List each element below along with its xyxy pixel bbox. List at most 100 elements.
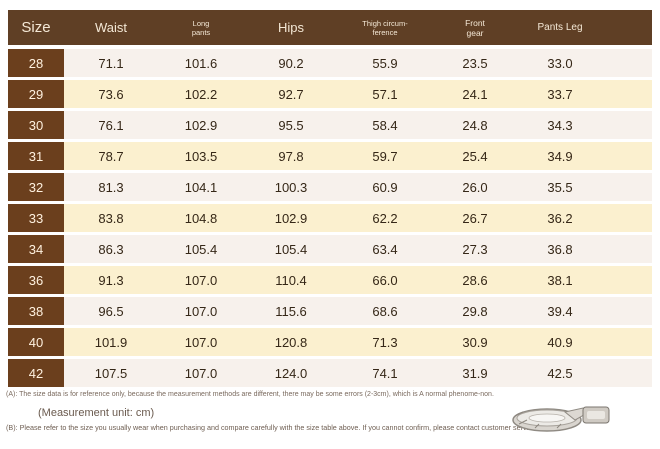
waist-cell: 81.3 [98,179,124,195]
front-gear-cell: 24.8 [462,117,488,133]
row-values: 107.5 107.0 124.0 74.1 31.9 42.5 [64,359,652,387]
pants-leg-cell: 40.9 [547,334,573,350]
row-values: 91.3 107.0 110.4 66.0 28.6 38.1 [64,266,652,294]
table-row: 38 96.5 107.0 115.6 68.6 29.8 39.4 [8,297,652,325]
header-thigh-line2: ference [372,27,398,37]
size-cell: 34 [8,235,64,263]
size-cell: 29 [8,80,64,108]
size-cell: 28 [8,49,64,77]
header-thigh-line1: Thigh circum- [362,18,408,28]
pants-leg-cell: 35.5 [547,179,573,195]
pants-leg-cell: 38.1 [547,272,573,288]
row-values: 71.1 101.6 90.2 55.9 23.5 33.0 [64,49,652,77]
header-long-pants: Long pants [158,10,244,45]
thigh-cell: 71.3 [372,334,398,350]
pants-leg-cell: 33.0 [547,55,573,71]
row-values: 76.1 102.9 95.5 58.4 24.8 34.3 [64,111,652,139]
table-row: 33 83.8 104.8 102.9 62.2 26.7 36.2 [8,204,652,232]
table-row: 31 78.7 103.5 97.8 59.7 25.4 34.9 [8,142,652,170]
measuring-tape-icon [512,406,610,432]
front-gear-cell: 26.0 [462,179,488,195]
thigh-cell: 68.6 [372,303,398,319]
long-pants-cell: 102.9 [184,117,218,133]
size-cell: 42 [8,359,64,387]
thigh-cell: 74.1 [372,365,398,381]
hips-cell: 105.4 [274,241,308,257]
hips-cell: 124.0 [274,365,308,381]
note-b: (B): Please refer to the size you usuall… [6,423,538,432]
waist-cell: 76.1 [98,117,124,133]
measurement-unit: (Measurement unit: cm) [38,407,155,419]
long-pants-cell: 107.0 [184,272,218,288]
long-pants-cell: 104.8 [184,210,218,226]
front-gear-cell: 30.9 [462,334,488,350]
front-gear-cell: 31.9 [462,365,488,381]
hips-cell: 90.2 [278,55,304,71]
pants-leg-cell: 34.9 [547,148,573,164]
waist-cell: 96.5 [98,303,124,319]
row-values: 83.8 104.8 102.9 62.2 26.7 36.2 [64,204,652,232]
row-values: 101.9 107.0 120.8 71.3 30.9 40.9 [64,328,652,356]
hips-cell: 92.7 [278,86,304,102]
table-row: 40 101.9 107.0 120.8 71.3 30.9 40.9 [8,328,652,356]
long-pants-cell: 107.0 [184,365,218,381]
note-a: (A): The size data is for reference only… [6,391,494,398]
long-pants-cell: 107.0 [184,303,218,319]
hips-cell: 95.5 [278,117,304,133]
thigh-cell: 58.4 [372,117,398,133]
table-row: 42 107.5 107.0 124.0 74.1 31.9 42.5 [8,359,652,387]
notes-section: (A): The size data is for reference only… [6,390,656,432]
long-pants-cell: 107.0 [184,334,218,350]
thigh-cell: 66.0 [372,272,398,288]
size-cell: 30 [8,111,64,139]
pants-leg-cell: 33.7 [547,86,573,102]
pants-leg-cell: 39.4 [547,303,573,319]
hips-cell: 97.8 [278,148,304,164]
hips-cell: 115.6 [275,303,307,319]
front-gear-cell: 26.7 [462,210,488,226]
front-gear-cell: 29.8 [462,303,488,319]
thigh-cell: 59.7 [372,148,398,164]
thigh-cell: 62.2 [372,210,398,226]
long-pants-cell: 102.2 [184,86,218,102]
waist-cell: 107.5 [94,365,128,381]
table-row: 30 76.1 102.9 95.5 58.4 24.8 34.3 [8,111,652,139]
front-gear-cell: 28.6 [462,272,488,288]
pants-leg-cell: 42.5 [547,365,573,381]
size-cell: 33 [8,204,64,232]
waist-cell: 91.3 [98,272,124,288]
table-row: 29 73.6 102.2 92.7 57.1 24.1 33.7 [8,80,652,108]
waist-cell: 86.3 [98,241,124,257]
front-gear-cell: 27.3 [462,241,488,257]
row-values: 78.7 103.5 97.8 59.7 25.4 34.9 [64,142,652,170]
row-values: 86.3 105.4 105.4 63.4 27.3 36.8 [64,235,652,263]
long-pants-cell: 105.4 [184,241,218,257]
header-front-line1: Front [465,17,485,28]
size-cell: 38 [8,297,64,325]
table-row: 32 81.3 104.1 100.3 60.9 26.0 35.5 [8,173,652,201]
size-cell: 36 [8,266,64,294]
long-pants-cell: 104.1 [184,179,218,195]
hips-cell: 100.3 [274,179,308,195]
table-row: 28 71.1 101.6 90.2 55.9 23.5 33.0 [8,49,652,77]
pants-leg-cell: 34.3 [547,117,573,133]
header-size: Size [21,19,51,36]
waist-cell: 101.9 [94,334,128,350]
waist-cell: 83.8 [98,210,124,226]
waist-cell: 71.1 [98,55,124,71]
header-hips: Hips [277,20,304,35]
header-front-gear: Front gear [432,10,518,45]
hips-cell: 102.9 [274,210,308,226]
pants-leg-cell: 36.8 [547,241,573,257]
header-long-pants-line2: pants [191,27,211,37]
table-row: 36 91.3 107.0 110.4 66.0 28.6 38.1 [8,266,652,294]
table-header: Size Waist Long pants Hips Thigh circum-… [8,10,652,45]
long-pants-cell: 101.6 [184,55,218,71]
header-front-line2: gear [466,27,484,38]
row-values: 81.3 104.1 100.3 60.9 26.0 35.5 [64,173,652,201]
thigh-cell: 60.9 [372,179,398,195]
front-gear-cell: 23.5 [462,55,488,71]
size-cell: 31 [8,142,64,170]
row-values: 96.5 107.0 115.6 68.6 29.8 39.4 [64,297,652,325]
hips-cell: 120.8 [274,334,308,350]
